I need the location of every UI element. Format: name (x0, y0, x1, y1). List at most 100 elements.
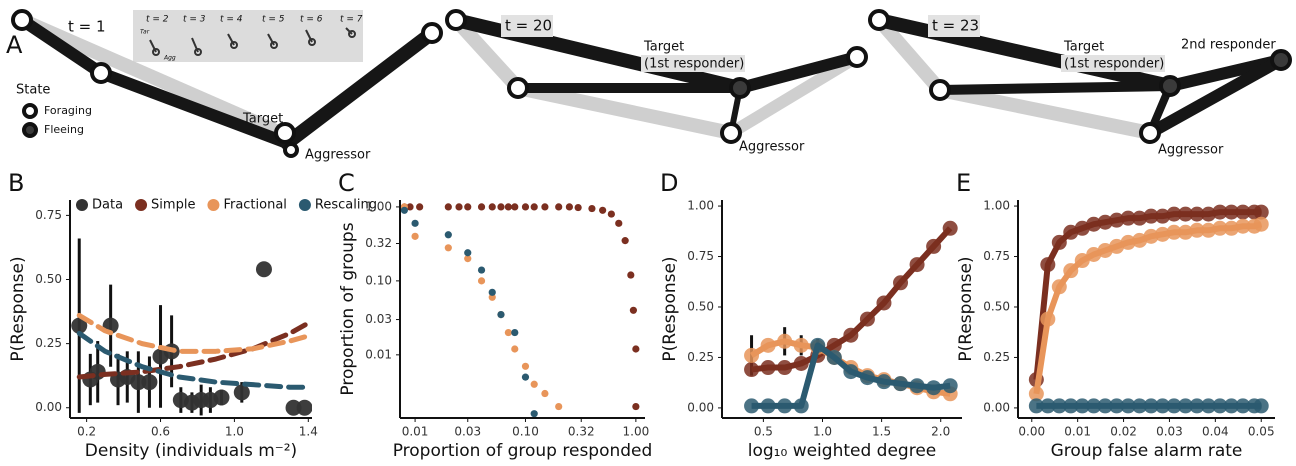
legend-node (22, 103, 38, 119)
point (744, 362, 760, 378)
x-axis-title: log₁₀ weighted degree (748, 441, 937, 461)
line (751, 226, 953, 373)
point (1143, 398, 1159, 414)
y-tick-label: 0.03 (365, 312, 392, 326)
point (511, 328, 519, 337)
point (1155, 208, 1171, 224)
point (530, 203, 538, 211)
point (1028, 386, 1044, 402)
y-tick-label: 0.25 (983, 350, 1010, 364)
snapshot-time: t = 1 (68, 18, 106, 36)
point (1097, 242, 1113, 258)
point (1109, 212, 1125, 228)
point (1223, 220, 1239, 236)
point (1097, 214, 1113, 230)
x-tick-label: 0.04 (1202, 425, 1229, 439)
point (1189, 222, 1205, 238)
point (521, 373, 530, 381)
point (1223, 398, 1239, 414)
point (777, 398, 793, 414)
edge (872, 13, 1177, 93)
point (810, 337, 826, 353)
point (488, 288, 496, 296)
inset-sketches (149, 27, 356, 56)
point (777, 360, 793, 376)
plot-area (744, 220, 958, 414)
point (632, 402, 640, 411)
label-bg (1061, 55, 1165, 72)
x-tick-label: 0.5 (754, 425, 773, 439)
point (1235, 398, 1251, 414)
point (1200, 222, 1216, 238)
point (1212, 220, 1228, 236)
panel-label: B (8, 169, 24, 197)
x-tick-label: 0.6 (151, 425, 170, 439)
point (488, 293, 496, 301)
panel-label: C (338, 169, 355, 197)
point (477, 277, 486, 285)
y-tick-label: 0.75 (983, 249, 1010, 263)
point (411, 232, 419, 240)
y-tick-label: 0.50 (983, 299, 1010, 313)
point (632, 345, 640, 353)
point (555, 402, 563, 411)
point (541, 203, 549, 211)
legend-label: Data (92, 198, 123, 213)
node-label: Aggressor (305, 148, 371, 163)
line (1033, 221, 1263, 395)
point (859, 311, 875, 327)
point (760, 337, 776, 353)
plot-area (71, 238, 312, 416)
edge (872, 13, 947, 97)
y-tick-label: 0.50 (687, 299, 714, 313)
point (1155, 226, 1171, 242)
point (826, 337, 842, 353)
point (71, 317, 88, 334)
node-label: Target (242, 112, 283, 127)
point (1086, 216, 1102, 232)
point (1189, 206, 1205, 222)
point (555, 203, 563, 211)
point (464, 255, 472, 263)
inset-time: t = 3 (183, 15, 206, 25)
y-axis-title: P(Response) (8, 256, 28, 361)
legend-title: State (16, 83, 50, 98)
inset-time: t = 2 (146, 15, 169, 25)
label-bg (641, 55, 745, 72)
point (296, 399, 312, 416)
point (1051, 398, 1067, 414)
point (411, 219, 419, 227)
point (497, 203, 505, 211)
edge (280, 26, 439, 150)
point (1063, 224, 1079, 240)
point (926, 380, 942, 396)
legend-swatch (76, 199, 88, 211)
y-tick-label: 0.75 (687, 249, 714, 263)
point (1109, 398, 1125, 414)
point (1109, 238, 1125, 254)
point (1166, 398, 1182, 414)
point (942, 220, 958, 236)
point (464, 203, 472, 211)
point (444, 203, 452, 211)
x-tick-label: 1.0 (813, 425, 832, 439)
legend-node (22, 122, 38, 138)
y-tick-label: 0.00 (35, 400, 62, 414)
edge (1144, 54, 1287, 139)
inset-label: Agg (163, 55, 176, 62)
point (141, 374, 158, 391)
point (1200, 398, 1216, 414)
point (1051, 234, 1067, 250)
x-axis-title: Group false alarm rate (1051, 441, 1243, 461)
point (416, 203, 424, 211)
panel-a: t = 2 t = 3 t = 4 t = 5 t = 6 t = 7 Tar … (6, 9, 1292, 163)
point (1086, 247, 1102, 262)
node (421, 22, 443, 44)
y-tick-label: 0.25 (687, 350, 714, 364)
node-label: Aggressor (1158, 143, 1224, 158)
x-tick-label: 1.00 (623, 425, 650, 439)
line (76, 330, 311, 390)
point (213, 389, 230, 406)
point (400, 206, 408, 214)
point (1132, 232, 1148, 248)
